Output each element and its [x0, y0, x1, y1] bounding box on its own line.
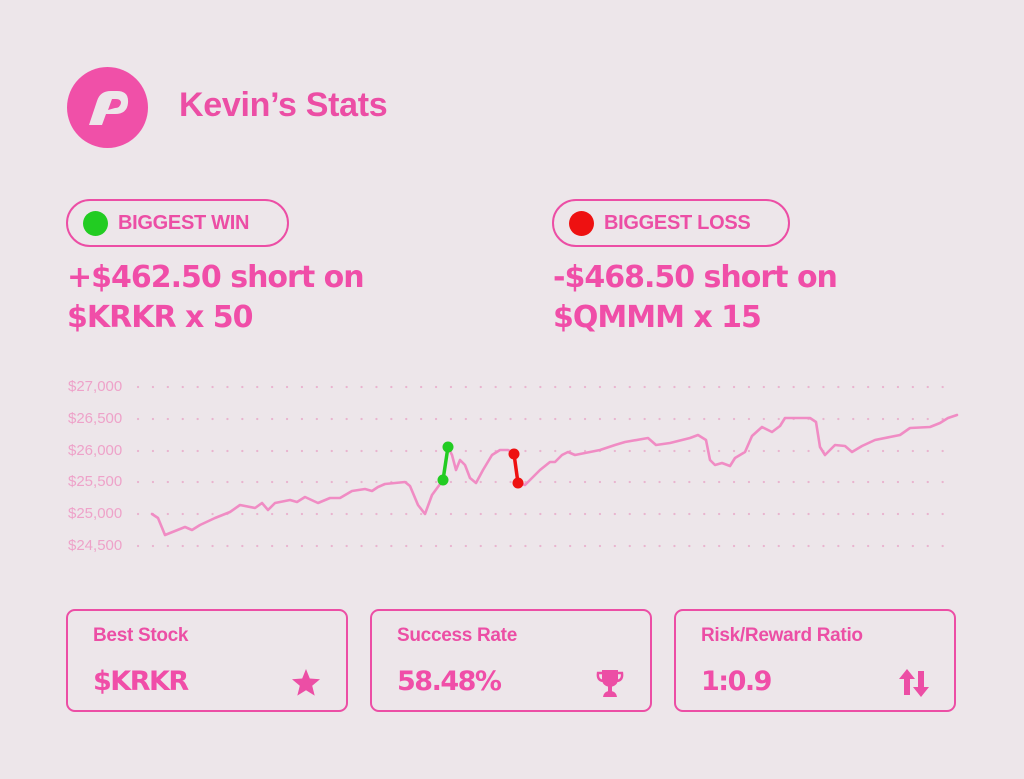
- risk-reward-label: Risk/Reward Ratio: [701, 625, 863, 646]
- biggest-loss-label: BIGGEST LOSS: [604, 211, 751, 234]
- star-icon: [292, 669, 320, 696]
- red-dot-icon: [569, 210, 594, 236]
- biggest-win-badge: BIGGEST WIN: [66, 199, 289, 247]
- y-tick-label: $25,000: [68, 505, 123, 522]
- best-stock-card: Best Stock $KRKR: [66, 609, 348, 712]
- biggest-loss-badge: BIGGEST LOSS: [552, 199, 790, 247]
- y-tick-label: $26,500: [68, 410, 123, 427]
- biggest-win-value: +$462.50 short on $KRKR x 50: [67, 258, 365, 338]
- biggest-loss-amount: -$468.50 short on: [553, 260, 838, 295]
- biggest-win-label: BIGGEST WIN: [118, 211, 250, 234]
- up-down-arrows-icon: [899, 669, 929, 697]
- biggest-win-marker: [437, 441, 454, 486]
- biggest-loss-marker: [508, 448, 524, 489]
- y-tick-label: $25,500: [68, 473, 123, 490]
- success-rate-value: 58.48%: [397, 666, 502, 697]
- biggest-loss-value: -$468.50 short on $QMMM x 15: [553, 258, 838, 338]
- success-rate-card: Success Rate 58.48%: [370, 609, 652, 712]
- green-dot-icon: [83, 210, 108, 236]
- biggest-loss-ticker: $QMMM x 15: [553, 300, 762, 335]
- y-tick-label: $24,500: [68, 537, 123, 554]
- risk-reward-value: 1:0.9: [701, 666, 772, 697]
- success-rate-label: Success Rate: [397, 625, 517, 646]
- page-title: Kevin’s Stats: [179, 86, 388, 124]
- biggest-win-ticker: $KRKR x 50: [67, 300, 254, 335]
- best-stock-label: Best Stock: [93, 625, 189, 646]
- risk-reward-card: Risk/Reward Ratio 1:0.9: [674, 609, 956, 712]
- account-value-line: [150, 413, 959, 537]
- best-stock-value: $KRKR: [93, 666, 189, 697]
- trophy-icon: [596, 670, 624, 697]
- biggest-win-amount: +$462.50 short on: [67, 260, 365, 295]
- chart-gridlines: [136, 385, 959, 548]
- brand-logo-icon: [67, 67, 148, 148]
- y-tick-label: $26,000: [68, 442, 123, 459]
- y-tick-label: $27,000: [68, 378, 123, 395]
